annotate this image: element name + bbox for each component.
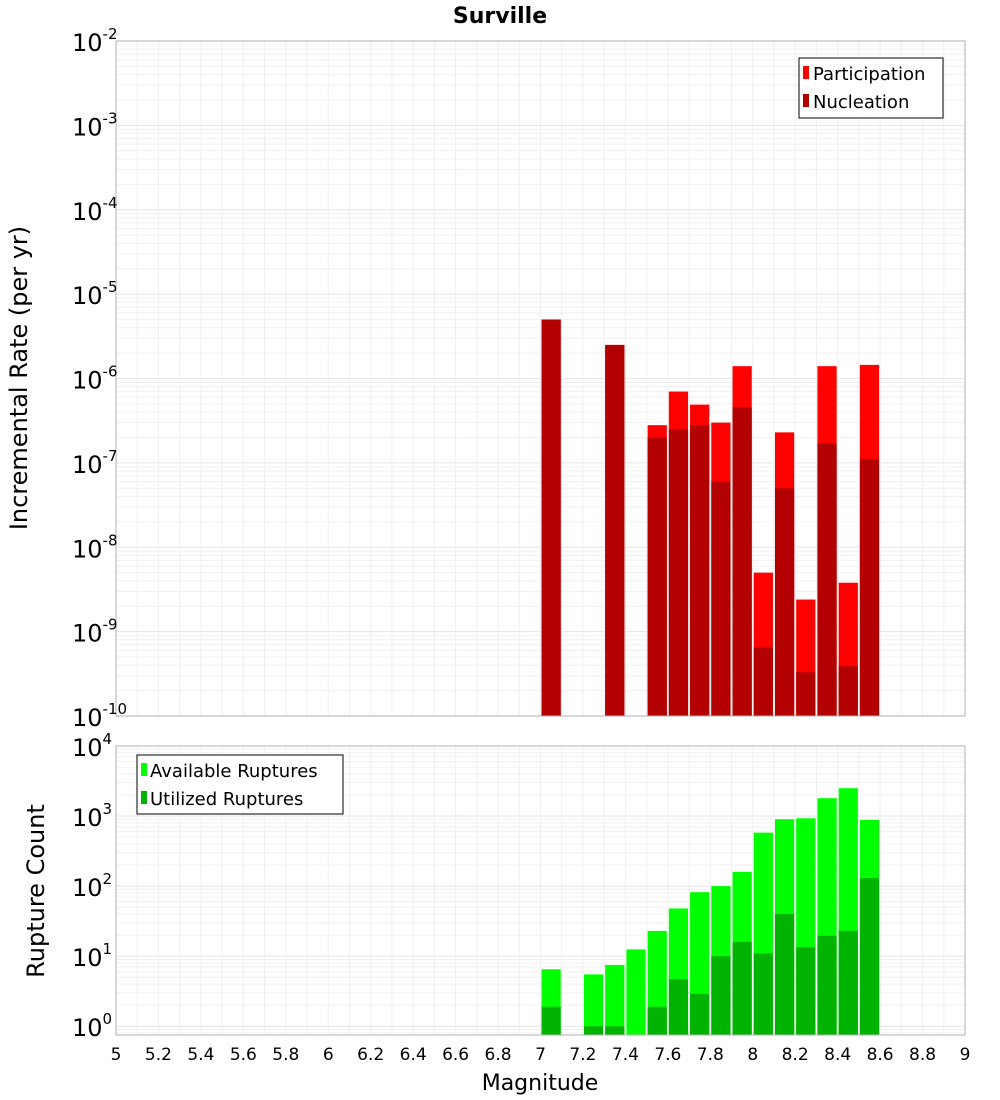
x-tick-labels: 5 5.2 5.4 5.6 5.8 6 6.2 6.4 6.6 6.8 7 7.2 7.4 7.6 7.8 8…	[111, 1045, 971, 1065]
x-tick-label: 6.4	[400, 1045, 427, 1065]
x-tick-label: 7	[535, 1045, 546, 1065]
x-tick-label: 5.6	[230, 1045, 257, 1065]
count-y-axis-label: Rupture Count	[22, 804, 50, 978]
utilized-ruptures-bar	[668, 979, 689, 1035]
nucleation-swatch	[803, 94, 809, 107]
count-panel: 104 103 102 101 100 Rupture Count Available …	[22, 730, 966, 1042]
y-tick-label: 10-4	[72, 194, 118, 226]
participation-legend-label: Participation	[813, 64, 925, 85]
utilized-ruptures-bar	[647, 1006, 667, 1035]
y-tick-label: 103	[72, 800, 112, 832]
y-tick-label: 10-9	[72, 616, 118, 648]
count-legend: Available Ruptures Utilized Ruptures	[136, 754, 344, 815]
count-legend-box	[136, 754, 344, 815]
x-tick-label: 5	[111, 1045, 122, 1065]
x-tick-label: 7.8	[697, 1045, 724, 1065]
x-tick-label: 6.2	[357, 1045, 384, 1065]
utilized-ruptures-bar	[753, 953, 773, 1035]
nucleation-bar	[605, 344, 625, 716]
x-tick-label: 9	[960, 1045, 971, 1065]
x-tick-label: 5.4	[187, 1045, 214, 1065]
count-bars	[541, 788, 880, 1035]
rate-grid	[115, 41, 966, 717]
utilized-ruptures-bar	[541, 1006, 561, 1035]
rate-plot-border	[115, 40, 966, 717]
nucleation-bar	[711, 481, 731, 716]
nucleation-bar	[774, 488, 795, 716]
nucleation-bar	[838, 666, 858, 716]
x-tick-label: 7.6	[654, 1045, 681, 1065]
nucleation-legend-label: Nucleation	[813, 92, 909, 113]
participation-swatch	[803, 66, 809, 79]
y-tick-label: 10-10	[72, 700, 127, 732]
y-tick-label: 100	[72, 1010, 112, 1042]
nucleation-bar	[690, 425, 710, 716]
x-tick-label: 8.4	[824, 1045, 851, 1065]
utilized-ruptures-bar	[605, 1026, 625, 1035]
x-tick-label: 8.8	[909, 1045, 936, 1065]
available-ruptures-bar	[583, 974, 604, 1035]
nucleation-bar	[541, 319, 561, 716]
available-swatch	[141, 763, 147, 776]
y-tick-label: 10-3	[72, 109, 118, 141]
x-tick-label: 7.4	[612, 1045, 639, 1065]
rate-legend-box	[798, 57, 944, 119]
x-tick-label: 8.6	[867, 1045, 894, 1065]
utilized-ruptures-bar	[732, 941, 752, 1035]
y-tick-label: 10-8	[72, 531, 118, 563]
x-axis-label: Magnitude	[482, 1071, 599, 1096]
y-tick-label: 101	[72, 940, 112, 972]
utilized-ruptures-bar	[796, 947, 816, 1035]
nucleation-bar	[859, 459, 880, 716]
rate-y-ticks: 10-2 10-3 10-4 10-5 10-6 10-7 10-8 10-9 10-10	[72, 25, 127, 732]
available-ruptures-bar	[605, 964, 625, 1035]
rate-y-axis-label: Incremental Rate (per yr)	[5, 226, 33, 530]
nucleation-bar	[668, 429, 689, 716]
y-tick-label: 10-5	[72, 278, 118, 310]
x-tick-label: 6	[323, 1045, 334, 1065]
y-tick-label: 10-6	[72, 363, 118, 395]
utilized-ruptures-bar	[690, 993, 710, 1035]
utilized-ruptures-bar	[859, 878, 880, 1035]
utilized-swatch	[141, 791, 147, 804]
x-tick-label: 5.2	[145, 1045, 172, 1065]
nucleation-bar	[732, 406, 752, 716]
y-tick-label: 102	[72, 870, 112, 902]
chart-title: Surville	[453, 4, 547, 29]
available-ruptures-bar	[626, 949, 646, 1035]
utilized-ruptures-bar	[711, 956, 731, 1035]
x-tick-label: 8.2	[782, 1045, 809, 1065]
x-tick-label: 8	[747, 1045, 758, 1065]
utilized-ruptures-bar	[583, 1026, 604, 1035]
y-tick-label: 104	[72, 730, 112, 762]
rate-bars	[541, 319, 880, 716]
y-tick-label: 10-7	[72, 447, 118, 479]
count-y-ticks: 104 103 102 101 100	[72, 730, 112, 1042]
utilized-ruptures-bar	[817, 935, 837, 1035]
y-tick-label: 10-2	[72, 25, 118, 57]
available-legend-label: Available Ruptures	[150, 761, 318, 782]
rate-legend: Participation Nucleation	[798, 57, 944, 119]
count-plot-border	[115, 745, 966, 1036]
utilized-ruptures-bar	[774, 914, 795, 1035]
x-tick-label: 7.2	[569, 1045, 596, 1065]
nucleation-bar	[796, 672, 816, 716]
rate-panel: 10-2 10-3 10-4 10-5 10-6 10-7 10-8 10-9 10-10 In…	[5, 25, 966, 732]
utilized-legend-label: Utilized Ruptures	[150, 789, 303, 810]
x-tick-label: 6.6	[442, 1045, 469, 1065]
nucleation-bar	[817, 443, 837, 716]
utilized-ruptures-bar	[838, 930, 858, 1035]
x-tick-label: 5.8	[272, 1045, 299, 1065]
x-tick-label: 6.8	[485, 1045, 512, 1065]
nucleation-bar	[753, 647, 773, 716]
nucleation-bar	[647, 437, 667, 716]
